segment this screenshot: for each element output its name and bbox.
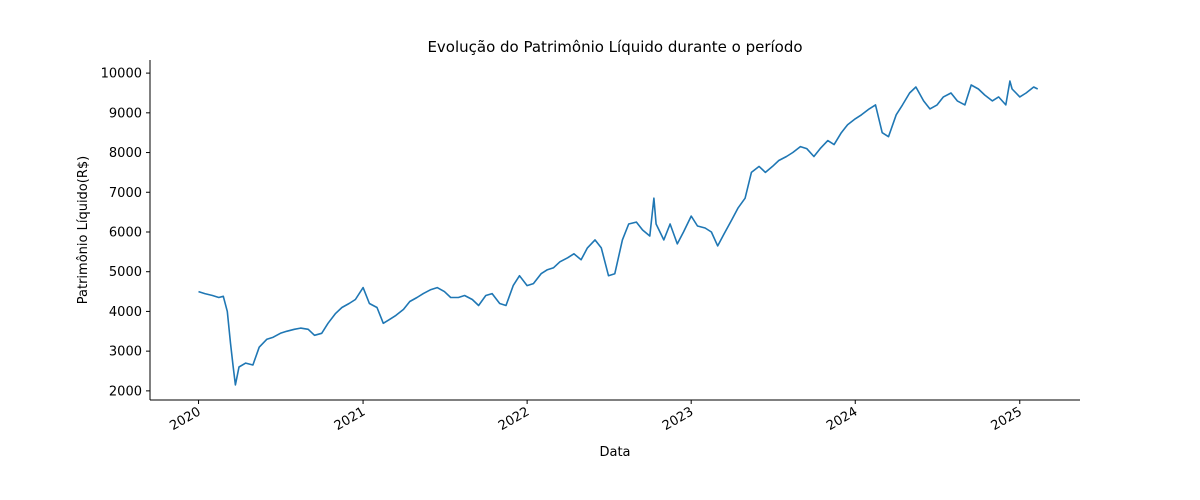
x-tick-label: 2022 [496, 404, 532, 434]
y-tick-label: 2000 [109, 384, 142, 399]
x-tick-label: 2023 [660, 404, 696, 434]
y-axis-label: Patrimônio Líquido(R$) [76, 156, 91, 304]
y-tick-label: 7000 [109, 186, 142, 201]
y-tick-label: 8000 [109, 146, 142, 161]
y-tick-label: 9000 [109, 106, 142, 121]
x-tick-label: 2021 [332, 404, 368, 434]
x-axis-ticks: 2020 2021 2022 2023 2024 2025 [167, 400, 1025, 434]
axes-spines [149, 60, 1080, 401]
y-axis-ticks: 2000 3000 4000 5000 6000 7000 8000 9000 10000 [101, 67, 150, 399]
y-tick-label: 6000 [109, 225, 142, 240]
y-tick-label: 4000 [109, 305, 142, 320]
y-tick-label: 10000 [101, 67, 142, 82]
y-tick-label: 3000 [109, 345, 142, 360]
x-tick-label: 2025 [989, 404, 1025, 434]
x-tick-label: 2024 [824, 404, 860, 434]
x-axis-label: Data [599, 445, 630, 460]
series-line [198, 80, 1039, 386]
y-tick-label: 5000 [109, 265, 142, 280]
x-tick-label: 2020 [167, 404, 203, 434]
chart-title: Evolução do Patrimônio Líquido durante o… [427, 38, 802, 56]
